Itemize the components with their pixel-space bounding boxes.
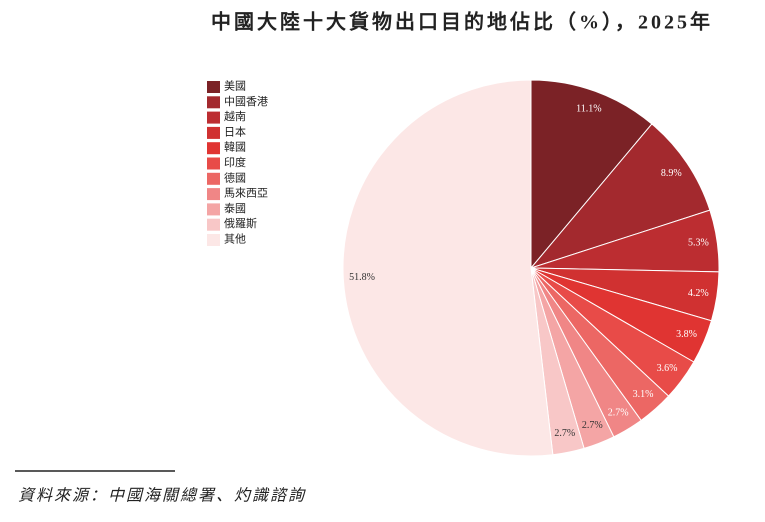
legend-label: 日本 <box>224 124 246 138</box>
legend-label: 印度 <box>224 155 246 169</box>
legend-swatch <box>207 234 220 246</box>
legend-swatch <box>207 172 220 185</box>
legend-label: 中國香港 <box>224 95 268 108</box>
legend-swatch <box>207 81 220 93</box>
legend-label: 德國 <box>224 170 246 184</box>
legend-label: 其他 <box>224 233 246 246</box>
legend-swatch <box>207 96 220 109</box>
legend-swatch <box>207 218 220 231</box>
slice-label: 3.1% <box>633 389 654 400</box>
chart-title: 中國大陸十大貨物出口目的地佔比（%），2025年 <box>211 10 713 34</box>
source-note: 資料來源：中國海關總署、灼識諮詢 <box>18 487 306 505</box>
legend-swatch <box>207 188 220 201</box>
legend-swatch <box>207 111 220 124</box>
slice-label: 11.1% <box>576 103 601 114</box>
slice-label: 8.9% <box>661 168 682 179</box>
legend-label: 俄羅斯 <box>224 217 257 230</box>
legend-swatch <box>207 157 220 170</box>
slice-label: 2.7% <box>608 407 629 418</box>
slice-label: 3.8% <box>676 329 697 340</box>
legend-label: 泰國 <box>224 201 246 215</box>
pie-slice <box>529 123 711 270</box>
slice-label: 4.2% <box>688 288 709 299</box>
slice-label: 3.6% <box>657 363 678 374</box>
legend-label: 美國 <box>224 80 246 93</box>
pie-slice <box>530 79 653 270</box>
slice-label: 2.7% <box>582 420 603 431</box>
slice-label: 51.8% <box>349 272 375 283</box>
legend-label: 韓國 <box>224 141 246 154</box>
slice-label: 5.3% <box>688 238 709 249</box>
legend-swatch <box>207 142 220 155</box>
legend-label: 越南 <box>224 109 246 123</box>
legend-swatch <box>207 203 220 216</box>
slice-label: 2.7% <box>554 428 575 439</box>
legend-label: 馬來西亞 <box>224 187 268 200</box>
legend-swatch <box>207 126 220 139</box>
pie-slice <box>342 79 554 457</box>
